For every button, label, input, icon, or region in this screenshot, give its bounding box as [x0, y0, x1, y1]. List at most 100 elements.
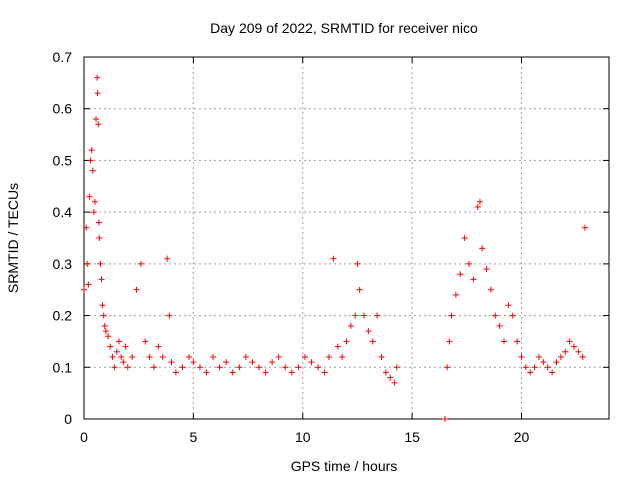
- y-tick-label: 0.2: [53, 308, 73, 324]
- data-point: [553, 359, 560, 366]
- data-point: [579, 353, 586, 360]
- x-axis-title: GPS time / hours: [291, 458, 398, 474]
- data-point: [505, 302, 512, 309]
- data-point: [164, 255, 171, 262]
- data-point: [461, 235, 468, 241]
- data-point: [378, 353, 385, 360]
- data-point: [159, 353, 166, 360]
- data-point: [527, 369, 534, 376]
- data-point: [321, 369, 328, 376]
- data-point: [216, 364, 223, 371]
- data-point: [544, 364, 551, 371]
- tick-layer: 0 5 10 15 20 0 0.1 0.2 0.3 0.4 0.5 0.6 0.7: [53, 49, 609, 445]
- data-point: [441, 416, 448, 422]
- data-point: [91, 198, 98, 205]
- data-point: [137, 260, 144, 267]
- data-point: [87, 157, 94, 164]
- y-tick-label: 0.6: [53, 101, 73, 117]
- data-point: [391, 379, 398, 386]
- data-point: [262, 369, 269, 376]
- data-point: [581, 224, 588, 231]
- data-point: [256, 364, 262, 371]
- data-point: [81, 286, 87, 293]
- data-point: [124, 364, 131, 371]
- data-point: [93, 116, 100, 123]
- data-point: [105, 333, 112, 340]
- data-point: [369, 338, 376, 345]
- data-point: [356, 286, 363, 293]
- data-point: [96, 235, 103, 241]
- plot-frame: [83, 56, 610, 420]
- data-point: [540, 359, 547, 366]
- data-point: [483, 266, 490, 273]
- data-point: [365, 328, 372, 335]
- data-point: [275, 353, 282, 360]
- y-tick-label: 0: [64, 411, 72, 427]
- data-point: [470, 276, 477, 283]
- data-point: [83, 224, 90, 231]
- data-point: [166, 312, 173, 319]
- y-tick-label: 0.5: [53, 152, 73, 168]
- data-point: [343, 338, 350, 345]
- data-point: [476, 198, 483, 205]
- data-point: [288, 369, 295, 376]
- data-point: [210, 353, 217, 360]
- data-point: [536, 353, 542, 360]
- data-point: [269, 359, 276, 366]
- data-point: [84, 260, 91, 267]
- data-point: [452, 291, 459, 298]
- grid-layer: [84, 57, 609, 419]
- data-point: [522, 364, 529, 371]
- data-point: [118, 353, 125, 360]
- data-point: [98, 276, 105, 283]
- data-point: [196, 364, 203, 371]
- data-point: [374, 312, 381, 319]
- data-point: [387, 374, 394, 381]
- data-point: [101, 322, 108, 329]
- y-tick-label: 0.4: [53, 204, 73, 220]
- data-point: [168, 359, 175, 366]
- data-point: [295, 364, 302, 371]
- data-point: [448, 312, 455, 319]
- data-point: [111, 364, 118, 371]
- data-point: [203, 369, 210, 376]
- data-point: [352, 312, 359, 319]
- data-point: [571, 343, 577, 350]
- data-point: [122, 343, 129, 350]
- data-point: [107, 343, 114, 350]
- data-point: [99, 302, 106, 309]
- data-point: [501, 338, 507, 345]
- data-point: [531, 364, 538, 371]
- data-point: [142, 338, 149, 345]
- data-point: [229, 369, 236, 376]
- data-point: [354, 260, 361, 267]
- data-point: [223, 359, 230, 366]
- data-point: [575, 348, 582, 355]
- data-point: [334, 343, 341, 350]
- data-point: [282, 364, 289, 371]
- y-tick-label: 0.3: [53, 256, 73, 272]
- chart-title: Day 209 of 2022, SRMTID for receiver nic…: [210, 20, 478, 36]
- data-point: [85, 281, 92, 288]
- data-point: [129, 353, 136, 360]
- data-point: [479, 245, 486, 252]
- data-point: [514, 338, 521, 345]
- data-point: [487, 286, 494, 293]
- x-tick-label: 10: [295, 429, 311, 445]
- data-point: [116, 338, 122, 345]
- y-axis-title: SRMTID / TECUs: [5, 183, 21, 293]
- y-tick-label: 0.7: [53, 49, 73, 65]
- data-point: [496, 322, 503, 329]
- data-point: [315, 364, 322, 371]
- data-point: [179, 364, 186, 371]
- data-point: [466, 260, 472, 267]
- data-point: [102, 328, 109, 335]
- data-point: [95, 121, 102, 128]
- x-tick-label: 20: [514, 429, 530, 445]
- data-point: [326, 353, 332, 360]
- data-point: [566, 338, 573, 345]
- data-point: [146, 353, 153, 360]
- data-point: [492, 312, 499, 319]
- data-point: [308, 359, 315, 366]
- data-point: [100, 312, 107, 319]
